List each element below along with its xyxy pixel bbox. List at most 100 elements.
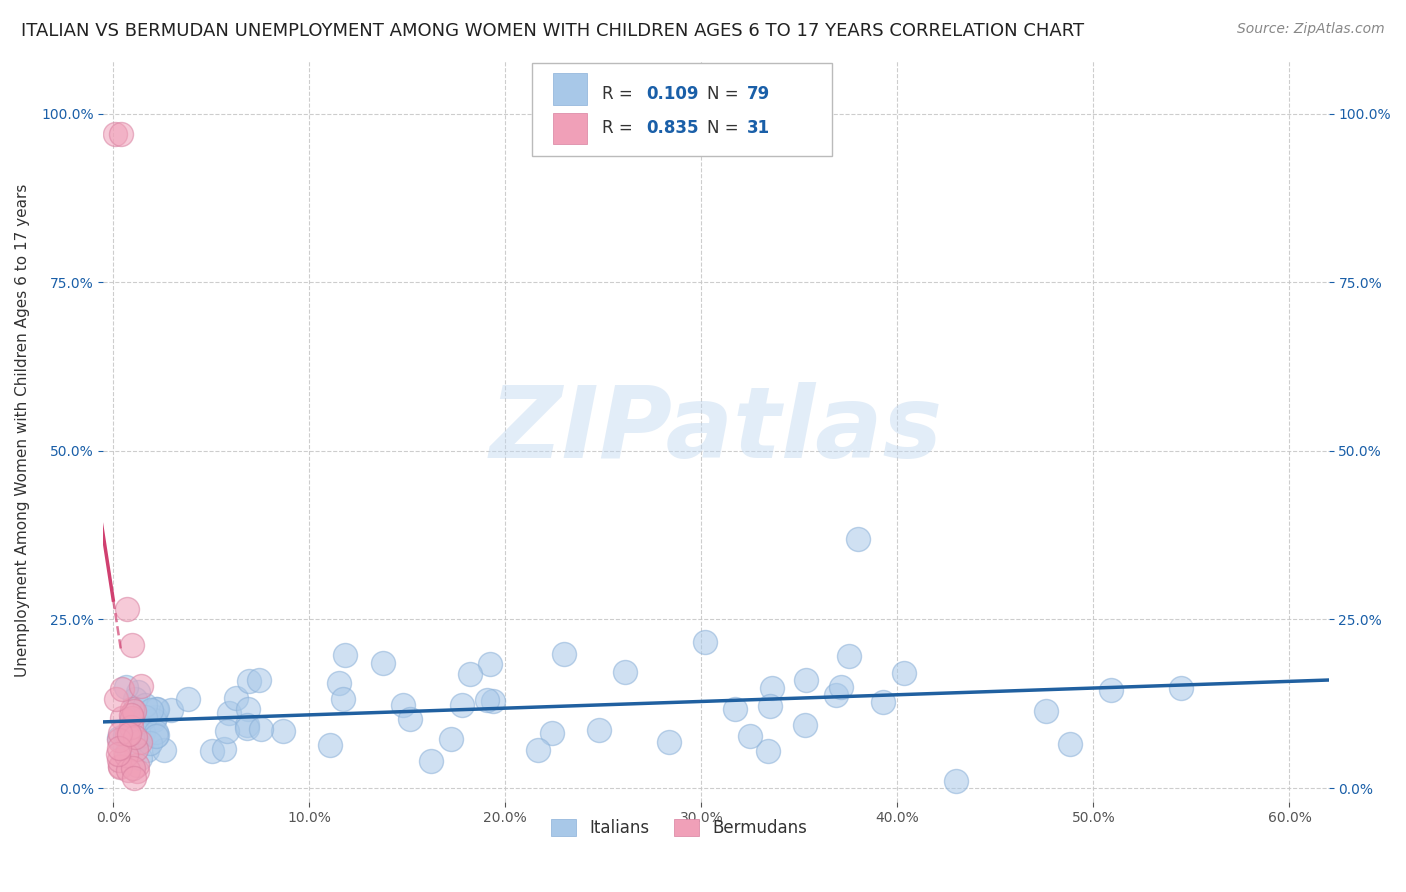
Point: [824, 688, 846, 702]
Point: [111, 682, 134, 697]
Point: [134, 710, 156, 724]
Point: [1170, 681, 1192, 695]
Point: [108, 726, 131, 740]
Point: [107, 747, 129, 761]
Text: N =: N =: [707, 120, 740, 137]
Point: [141, 703, 163, 717]
Point: [1035, 704, 1057, 718]
Text: 0.835: 0.835: [647, 120, 699, 137]
Text: R =: R =: [602, 86, 638, 103]
FancyBboxPatch shape: [533, 63, 832, 156]
Point: [527, 743, 550, 757]
Point: [218, 706, 240, 720]
Legend: Italians, Bermudans: Italians, Bermudans: [543, 810, 815, 846]
Point: [838, 648, 860, 663]
Point: [333, 648, 356, 662]
Text: 31: 31: [747, 120, 770, 137]
Point: [893, 665, 915, 680]
Point: [117, 742, 139, 756]
Point: [121, 713, 143, 727]
Point: [1099, 683, 1122, 698]
Point: [127, 685, 149, 699]
Point: [121, 702, 143, 716]
Point: [371, 657, 394, 671]
Point: [124, 731, 146, 745]
Text: Source: ZipAtlas.com: Source: ZipAtlas.com: [1237, 22, 1385, 37]
Point: [135, 743, 157, 757]
Text: N =: N =: [707, 86, 740, 103]
Point: [145, 702, 167, 716]
Point: [588, 723, 610, 737]
Point: [225, 691, 247, 706]
Point: [129, 751, 152, 765]
Point: [872, 694, 894, 708]
Point: [108, 733, 131, 747]
Point: [475, 693, 498, 707]
Point: [391, 698, 413, 712]
Point: [152, 743, 174, 757]
Text: 79: 79: [747, 86, 770, 103]
Point: [139, 736, 162, 750]
Point: [124, 691, 146, 706]
Point: [160, 703, 183, 717]
Point: [761, 681, 783, 695]
Text: R =: R =: [602, 120, 638, 137]
Point: [553, 648, 575, 662]
Point: [247, 673, 270, 688]
Point: [127, 724, 149, 739]
Point: [458, 667, 481, 681]
Point: [115, 728, 138, 742]
Point: [115, 602, 138, 616]
Point: [830, 680, 852, 694]
Point: [122, 771, 145, 785]
Point: [121, 638, 143, 652]
Y-axis label: Unemployment Among Women with Children Ages 6 to 17 years: Unemployment Among Women with Children A…: [15, 184, 30, 677]
Point: [134, 698, 156, 712]
Point: [108, 759, 131, 773]
Point: [145, 724, 167, 739]
Point: [120, 707, 142, 722]
Point: [201, 744, 224, 758]
Point: [104, 127, 127, 141]
Point: [129, 679, 152, 693]
Point: [127, 758, 149, 772]
Point: [121, 711, 143, 725]
Point: [131, 725, 153, 739]
Point: [217, 724, 239, 739]
Point: [318, 738, 340, 752]
Point: [125, 764, 148, 779]
Point: [945, 774, 967, 789]
Point: [238, 674, 260, 689]
Point: [108, 753, 131, 767]
Point: [249, 722, 271, 736]
Point: [145, 729, 167, 743]
Point: [107, 731, 129, 746]
Point: [1059, 737, 1081, 751]
Point: [236, 718, 259, 732]
Point: [613, 665, 636, 680]
Point: [332, 691, 354, 706]
Point: [104, 692, 127, 706]
Point: [114, 680, 136, 694]
Point: [128, 735, 150, 749]
Point: [236, 702, 259, 716]
Point: [440, 731, 463, 746]
Point: [177, 691, 200, 706]
Point: [128, 731, 150, 745]
Point: [328, 675, 350, 690]
Point: [114, 747, 136, 762]
Point: [541, 726, 564, 740]
Point: [481, 694, 503, 708]
Point: [120, 720, 142, 734]
Point: [108, 760, 131, 774]
Text: 0.109: 0.109: [647, 86, 699, 103]
Point: [110, 127, 132, 141]
Point: [118, 727, 141, 741]
Point: [122, 761, 145, 775]
Point: [658, 734, 681, 748]
Point: [846, 532, 869, 546]
Point: [114, 728, 136, 742]
Point: [122, 705, 145, 719]
Point: [740, 729, 762, 743]
Point: [108, 740, 131, 755]
